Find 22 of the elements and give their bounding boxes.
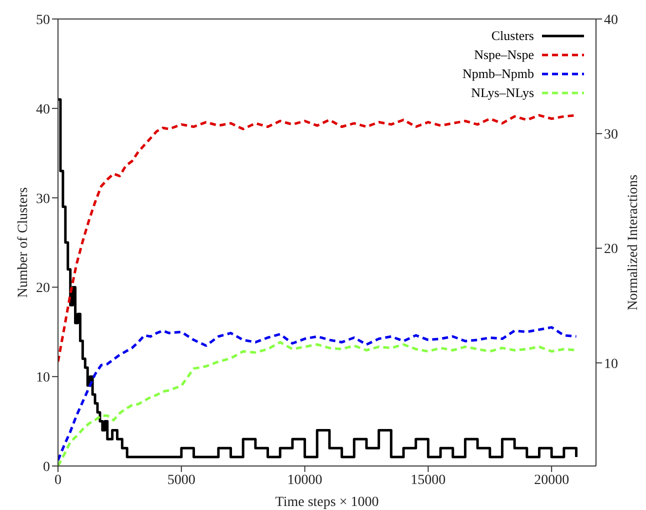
- y-axis-title: Number of Clusters: [16, 187, 31, 298]
- y2-axis-title: Normalized Interactions: [626, 174, 641, 310]
- x-tick-label: 5000: [167, 472, 196, 488]
- y-tick-label: 0: [43, 460, 50, 475]
- x-axis-title: Time steps × 1000: [275, 495, 379, 510]
- y2-tick-label: 20: [604, 242, 618, 258]
- legend-label: Npmb–Npmb: [462, 65, 534, 83]
- legend-label: NLys–NLys: [471, 84, 534, 102]
- legend-label: Clusters: [491, 27, 534, 45]
- y-tick-label: 20: [36, 281, 50, 296]
- y-tick-label: 50: [36, 12, 50, 28]
- legend-label: Nspe–Nspe: [474, 46, 534, 64]
- y2-tick-label: 30: [604, 128, 618, 143]
- x-tick-label: 20000: [534, 472, 570, 488]
- y-tick-label: 40: [36, 102, 50, 118]
- y-tick-label: 10: [36, 370, 50, 386]
- x-tick-label: 15000: [410, 472, 446, 488]
- x-tick-label: 10000: [287, 472, 322, 488]
- y2-tick-label: 40: [604, 12, 618, 28]
- y2-tick-label: 10: [604, 356, 618, 372]
- x-tick-label: 0: [54, 472, 62, 488]
- y-tick-label: 30: [36, 192, 50, 207]
